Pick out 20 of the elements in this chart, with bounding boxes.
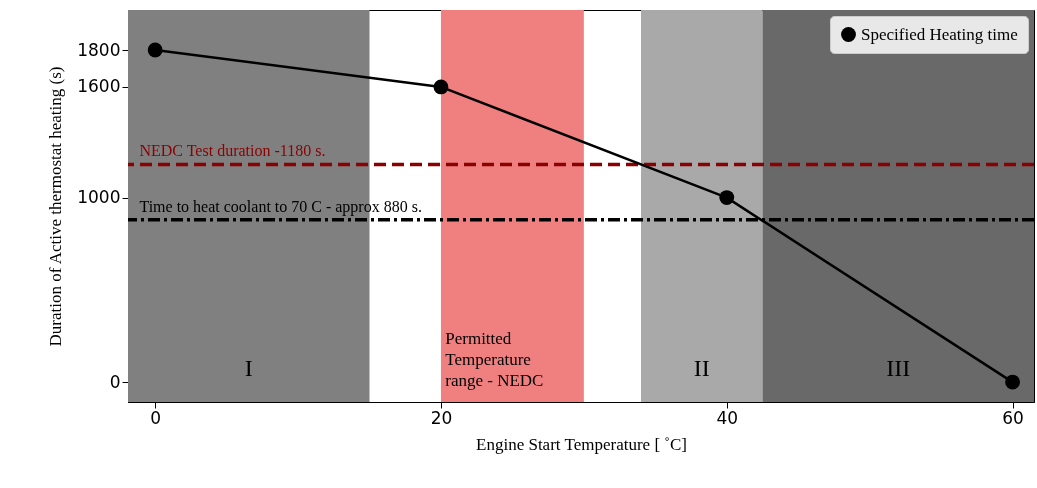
ref-line-label: NEDC Test duration -1180 s. [139,142,326,160]
band-label: I [244,354,253,381]
y-tick-label: 1600 [77,76,121,97]
x-tick-label: 20 [430,407,453,428]
band-label: II [693,354,710,381]
point [147,42,163,58]
x-axis-title: Engine Start Temperature [ ˚C] [476,434,687,454]
y-tick-label: 1800 [77,39,121,60]
point [719,190,735,206]
y-tick-label: 0 [109,371,121,392]
y-tick-label: 1000 [77,187,121,208]
point [433,79,449,95]
x-tick-label: 0 [150,407,162,428]
band-label: Permitted Temperature range - NEDC [445,329,544,391]
band-label: III [886,354,911,381]
x-tick-label: 40 [716,407,739,428]
x-tick-label: 60 [1002,407,1024,428]
y-axis-title: Duration of Active thermostat heating (s) [46,66,66,347]
legend-label: Specified Heating time [861,24,1018,44]
point [1005,374,1020,390]
